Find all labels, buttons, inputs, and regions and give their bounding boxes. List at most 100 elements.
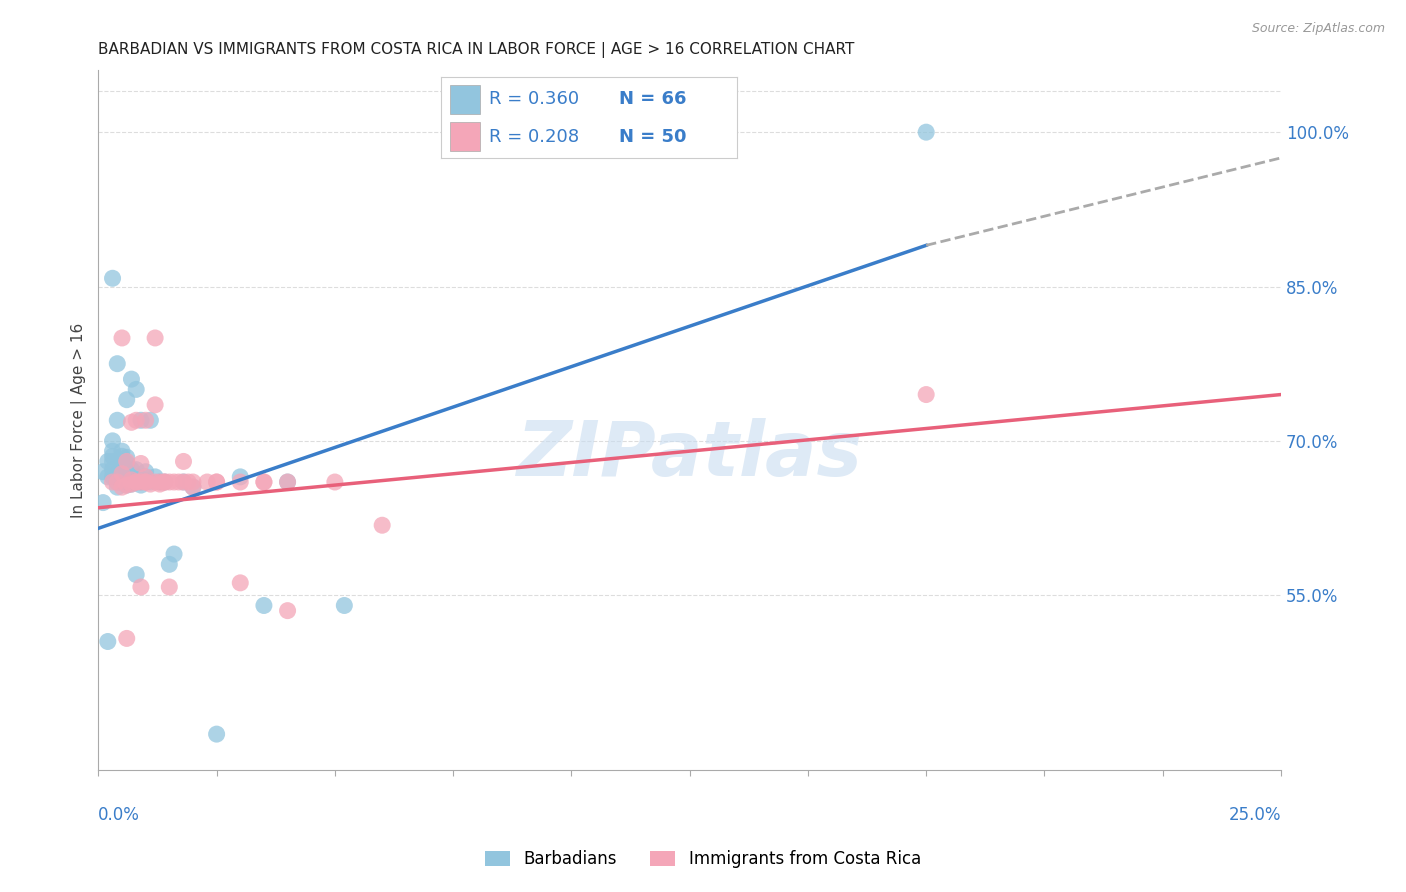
Point bbox=[149, 477, 172, 491]
Point bbox=[167, 475, 190, 489]
Point bbox=[115, 472, 138, 486]
Point bbox=[153, 475, 176, 489]
Point bbox=[125, 383, 148, 397]
Point bbox=[195, 475, 218, 489]
Point bbox=[111, 457, 134, 471]
Point bbox=[149, 475, 172, 489]
Point bbox=[125, 470, 148, 484]
Point bbox=[129, 413, 152, 427]
Point bbox=[121, 463, 143, 477]
Point bbox=[129, 457, 152, 471]
Point bbox=[105, 467, 128, 481]
Point bbox=[135, 470, 157, 484]
Point bbox=[121, 473, 143, 487]
Text: Source: ZipAtlas.com: Source: ZipAtlas.com bbox=[1251, 22, 1385, 36]
Point bbox=[135, 475, 157, 489]
Point bbox=[111, 473, 134, 487]
Point bbox=[153, 475, 176, 489]
Point bbox=[371, 518, 394, 533]
Point bbox=[105, 357, 128, 371]
Point bbox=[277, 475, 299, 489]
Point bbox=[125, 475, 148, 489]
Point bbox=[129, 580, 152, 594]
Text: BARBADIAN VS IMMIGRANTS FROM COSTA RICA IN LABOR FORCE | AGE > 16 CORRELATION CH: BARBADIAN VS IMMIGRANTS FROM COSTA RICA … bbox=[98, 42, 855, 58]
Point bbox=[915, 387, 938, 401]
Point bbox=[121, 372, 143, 386]
Point bbox=[91, 465, 114, 479]
Point bbox=[181, 480, 204, 494]
Point bbox=[333, 599, 356, 613]
Y-axis label: In Labor Force | Age > 16: In Labor Force | Age > 16 bbox=[72, 323, 87, 518]
Point bbox=[121, 475, 143, 489]
Point bbox=[181, 480, 204, 494]
Point bbox=[135, 473, 157, 487]
Point bbox=[253, 475, 276, 489]
Point bbox=[125, 413, 148, 427]
Point bbox=[111, 450, 134, 464]
Legend: Barbadians, Immigrants from Costa Rica: Barbadians, Immigrants from Costa Rica bbox=[478, 844, 928, 875]
Point bbox=[115, 478, 138, 492]
Point bbox=[105, 480, 128, 494]
Point bbox=[97, 634, 120, 648]
Point bbox=[101, 454, 124, 468]
Point bbox=[125, 475, 148, 489]
Point bbox=[163, 547, 186, 561]
Point bbox=[163, 475, 186, 489]
Point bbox=[101, 463, 124, 477]
Point bbox=[143, 398, 166, 412]
Point bbox=[91, 495, 114, 509]
Point bbox=[105, 475, 128, 489]
Point bbox=[277, 475, 299, 489]
Point bbox=[111, 470, 134, 484]
Point bbox=[181, 475, 204, 489]
Point bbox=[143, 475, 166, 489]
Point bbox=[129, 475, 152, 489]
Point bbox=[105, 413, 128, 427]
Point bbox=[115, 463, 138, 477]
Point bbox=[135, 413, 157, 427]
Point bbox=[229, 575, 252, 590]
Point bbox=[101, 475, 124, 489]
Point bbox=[229, 475, 252, 489]
Point bbox=[149, 475, 172, 489]
Point bbox=[143, 470, 166, 484]
Point bbox=[111, 463, 134, 477]
Point bbox=[115, 478, 138, 492]
Point bbox=[139, 413, 162, 427]
Point bbox=[115, 467, 138, 482]
Point bbox=[111, 454, 134, 468]
Point bbox=[111, 475, 134, 489]
Point bbox=[205, 475, 228, 489]
Point bbox=[121, 470, 143, 484]
Point bbox=[129, 478, 152, 492]
Point bbox=[125, 567, 148, 582]
Point bbox=[135, 470, 157, 484]
Point bbox=[115, 392, 138, 407]
Point bbox=[101, 470, 124, 484]
Point bbox=[277, 604, 299, 618]
Point bbox=[121, 415, 143, 429]
Point bbox=[111, 480, 134, 494]
Point bbox=[101, 434, 124, 448]
Point bbox=[139, 475, 162, 489]
Point bbox=[253, 475, 276, 489]
Point bbox=[229, 470, 252, 484]
Point bbox=[121, 477, 143, 491]
Point bbox=[173, 454, 195, 468]
Point bbox=[173, 475, 195, 489]
Point bbox=[323, 475, 346, 489]
Point bbox=[115, 450, 138, 465]
Point bbox=[157, 580, 180, 594]
Point bbox=[915, 125, 938, 139]
Point bbox=[101, 444, 124, 458]
Point bbox=[97, 454, 120, 468]
Point bbox=[143, 331, 166, 345]
Point bbox=[205, 475, 228, 489]
Point bbox=[97, 470, 120, 484]
Point bbox=[115, 457, 138, 471]
Point bbox=[115, 475, 138, 489]
Point bbox=[135, 465, 157, 479]
Text: 0.0%: 0.0% bbox=[98, 806, 141, 824]
Point bbox=[121, 477, 143, 491]
Point bbox=[115, 632, 138, 646]
